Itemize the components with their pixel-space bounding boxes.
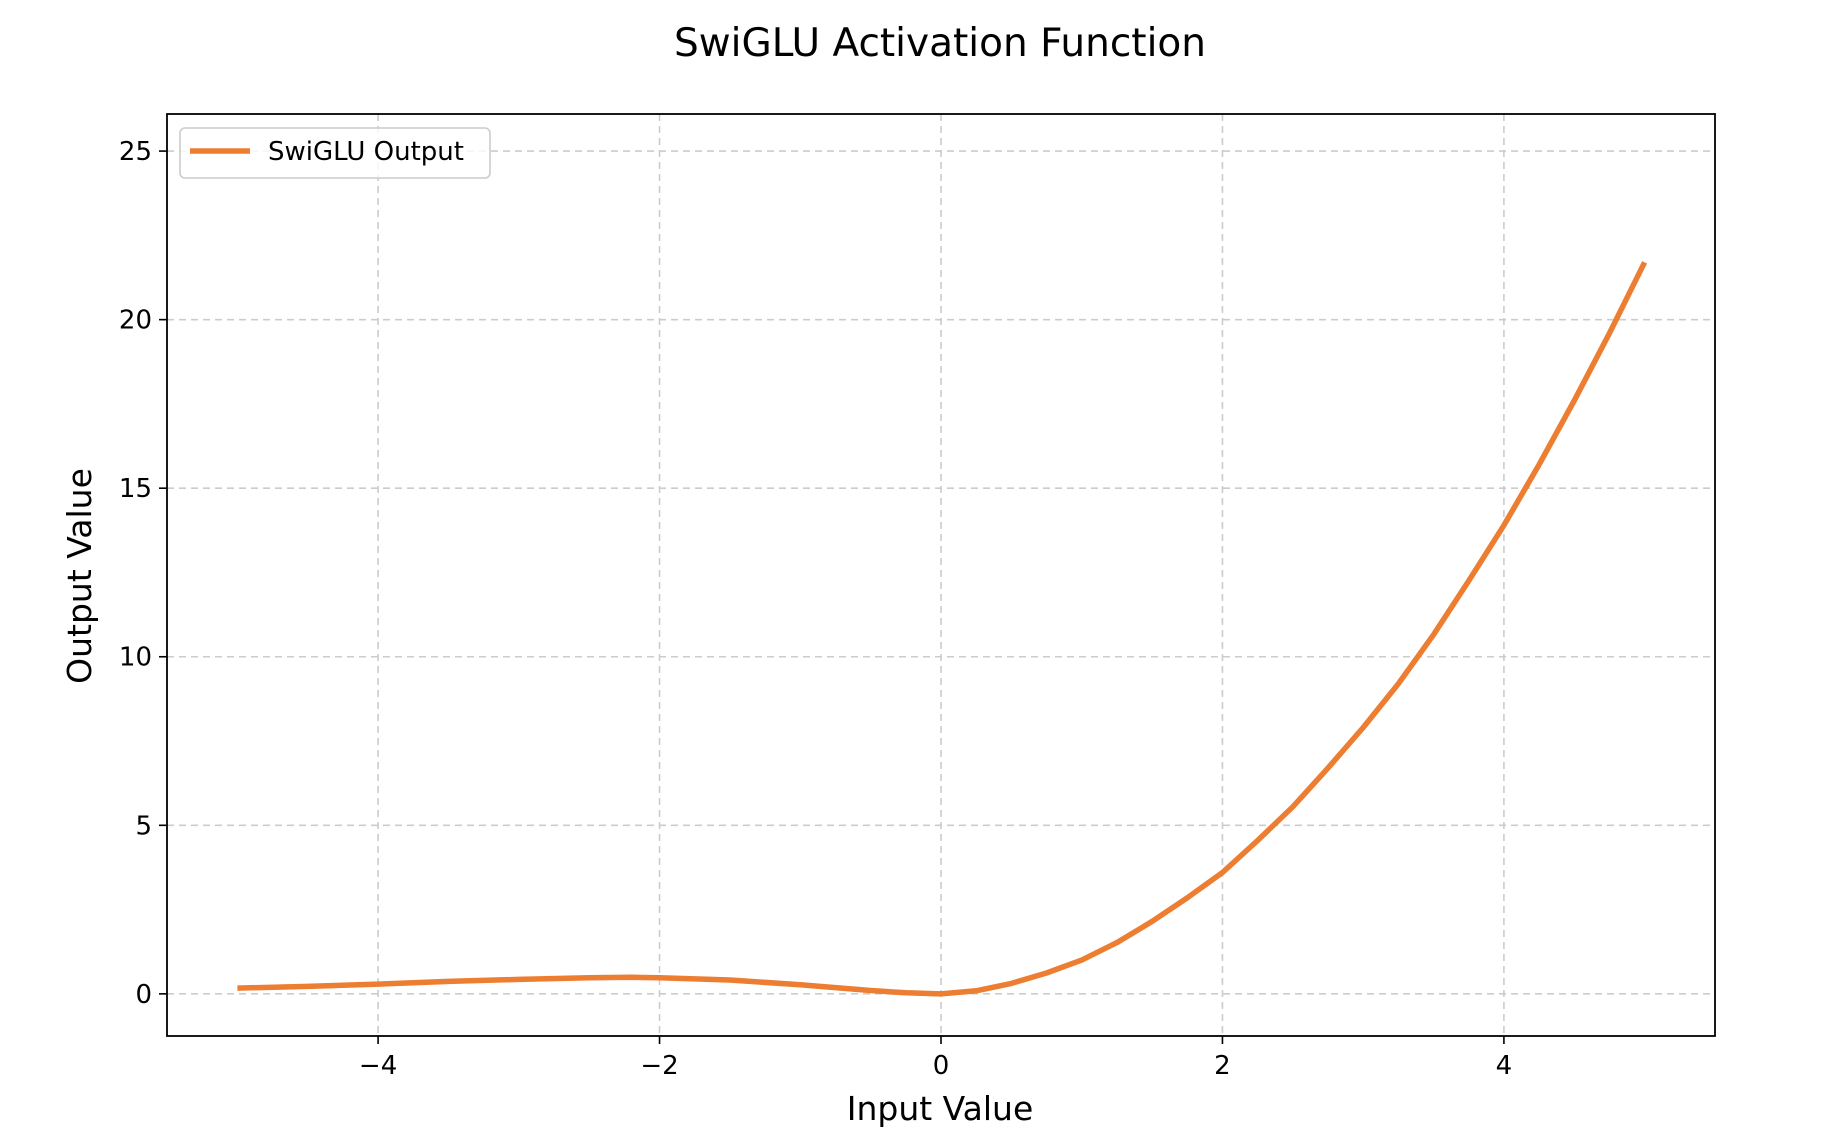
y-tick-label: 20 [119, 306, 152, 336]
x-axis-ticks: −4 −2 0 2 4 [359, 1036, 1512, 1081]
y-tick-label: 15 [119, 474, 152, 504]
y-tick-label: 0 [135, 980, 152, 1010]
x-axis-label: Input Value [847, 1089, 1034, 1128]
chart-title: SwiGLU Activation Function [674, 21, 1206, 66]
x-tick-label: 4 [1496, 1051, 1513, 1081]
x-tick-label: 2 [1214, 1051, 1231, 1081]
legend-box [179, 127, 491, 179]
y-tick-label: 5 [135, 811, 152, 841]
series-layer [237, 261, 1648, 997]
x-tick-label: −2 [640, 1051, 678, 1081]
grid-lines [167, 114, 1715, 1036]
legend: SwiGLU Output [179, 127, 491, 179]
series-line [237, 261, 1648, 997]
y-tick-label: 10 [119, 643, 152, 673]
y-axis-label: Output Value [60, 468, 99, 684]
y-axis-ticks: 0 5 10 15 20 25 [119, 137, 167, 1010]
x-tick-label: 0 [933, 1051, 950, 1081]
x-tick-label: −4 [359, 1051, 397, 1081]
legend-label: SwiGLU Output [268, 137, 464, 167]
y-tick-label: 25 [119, 137, 152, 167]
